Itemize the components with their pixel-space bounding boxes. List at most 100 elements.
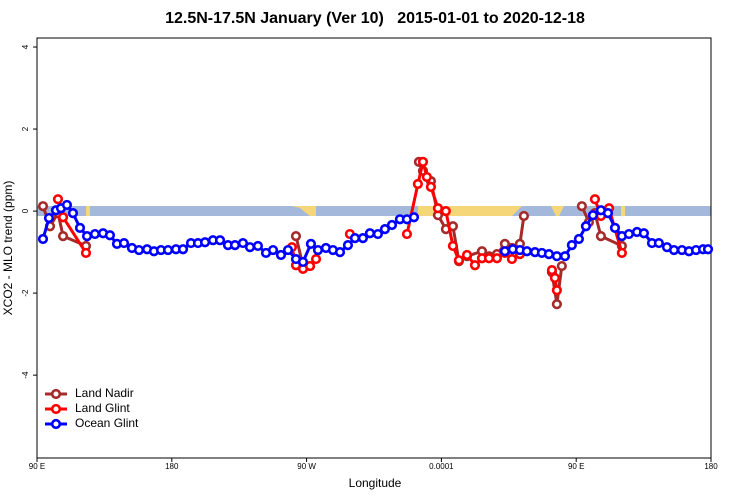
data-point <box>543 249 555 260</box>
data-point <box>229 240 241 251</box>
data-point <box>546 265 558 276</box>
x-tick-label: 90 E <box>29 462 45 471</box>
legend-item: Land Nadir <box>45 386 134 400</box>
data-point <box>305 238 317 249</box>
legend-marker <box>50 388 62 400</box>
data-point <box>52 194 64 205</box>
data-point <box>518 210 530 222</box>
data-point <box>425 181 437 192</box>
data-point <box>89 228 101 240</box>
data-point <box>623 228 635 240</box>
surface-band <box>37 206 711 216</box>
data-point <box>37 233 49 245</box>
data-point <box>573 233 584 245</box>
y-tick-label: -2 <box>21 289 30 297</box>
data-point <box>57 212 69 223</box>
chart-title: 12.5N-17.5N January (Ver 10) 2015-01-01 … <box>165 10 585 27</box>
data-point <box>551 299 562 310</box>
data-point <box>401 228 413 240</box>
data-point <box>386 219 398 231</box>
data-point <box>199 237 211 248</box>
data-point <box>304 260 316 272</box>
data-point <box>587 210 599 221</box>
data-point <box>556 260 567 272</box>
data-point <box>616 247 627 259</box>
data-point <box>57 231 69 242</box>
data-point <box>312 244 324 256</box>
data-point <box>237 237 249 249</box>
data-point <box>549 272 561 284</box>
legend-item: Land Glint <box>45 401 130 415</box>
land-band <box>86 206 90 216</box>
data-point <box>421 171 432 183</box>
ocean-band <box>37 206 711 216</box>
data-point <box>506 253 518 265</box>
data-point <box>521 246 533 257</box>
land-band <box>621 206 625 216</box>
data-point <box>177 244 189 255</box>
data-point <box>297 256 309 268</box>
x-tick-label: 180 <box>165 462 179 471</box>
data-point <box>74 222 86 234</box>
land-band <box>292 206 316 216</box>
data-point <box>432 203 444 214</box>
land-band <box>551 206 564 216</box>
x-tick-label: 90 W <box>297 462 316 471</box>
data-point <box>61 199 73 211</box>
data-point <box>162 244 174 256</box>
data-point <box>37 201 49 212</box>
data-point <box>499 246 511 257</box>
series-line <box>56 160 624 291</box>
data-point <box>417 156 429 167</box>
data-point <box>668 244 680 256</box>
data-point <box>491 253 503 264</box>
x-tick-label: 90 E <box>568 462 584 471</box>
data-point <box>408 212 420 223</box>
data-point <box>580 221 592 232</box>
data-point <box>118 237 130 249</box>
data-point <box>133 244 145 256</box>
data-point <box>702 244 714 255</box>
y-tick-label: 2 <box>21 126 30 131</box>
data-point <box>566 240 577 251</box>
data-point <box>379 224 391 235</box>
data-point <box>653 237 664 249</box>
data-point <box>595 231 607 242</box>
legend-label: Land Glint <box>75 401 130 415</box>
data-point <box>214 235 226 246</box>
legend-item: Ocean Glint <box>45 416 139 430</box>
y-axis-label: XCO2 - MLO trend (ppm) <box>1 181 15 316</box>
legend-marker <box>50 418 62 430</box>
data-point <box>43 212 55 224</box>
land-band <box>418 206 506 216</box>
data-point <box>357 233 369 244</box>
data-point <box>104 230 116 241</box>
data-point <box>483 253 495 264</box>
data-point <box>412 178 423 190</box>
data-point <box>602 208 614 219</box>
data-point <box>440 205 451 217</box>
data-point <box>349 233 361 244</box>
legend-marker <box>50 403 62 415</box>
data-point <box>290 231 302 242</box>
data-point <box>469 260 481 271</box>
data-point <box>275 249 287 261</box>
data-point <box>638 228 649 239</box>
data-point <box>364 228 376 239</box>
data-point <box>576 201 587 212</box>
data-point <box>461 249 473 261</box>
data-point <box>282 244 294 256</box>
data-point <box>67 208 79 219</box>
data-point <box>559 251 571 262</box>
y-tick-label: 0 <box>21 208 30 213</box>
data-point <box>244 242 256 253</box>
x-tick-label: 0.0001 <box>429 462 454 471</box>
data-point <box>267 244 279 256</box>
x-axis-label: Longitude <box>349 476 402 490</box>
data-point <box>342 240 354 251</box>
legend-label: Ocean Glint <box>75 416 139 430</box>
series-line <box>41 161 623 306</box>
y-tick-label: -4 <box>21 371 30 379</box>
data-point <box>334 247 346 258</box>
